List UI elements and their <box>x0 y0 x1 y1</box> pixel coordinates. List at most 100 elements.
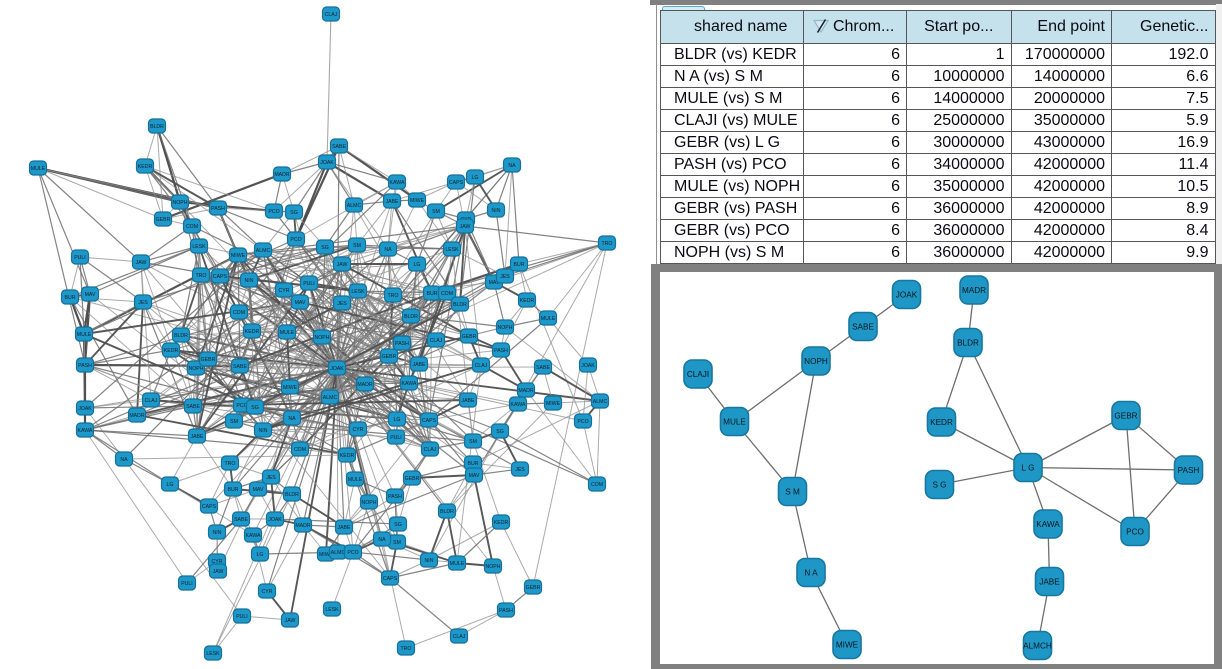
svg-text:MADR: MADR <box>518 388 534 394</box>
svg-text:MAV: MAV <box>85 292 96 298</box>
svg-text:MAV: MAV <box>489 280 500 286</box>
svg-text:KAWA: KAWA <box>390 180 405 186</box>
svg-text:MULE: MULE <box>31 166 46 172</box>
svg-text:MAV: MAV <box>469 473 480 479</box>
svg-text:SABE: SABE <box>852 323 874 332</box>
svg-text:JABE: JABE <box>413 362 427 368</box>
svg-text:JOAK: JOAK <box>896 291 918 300</box>
svg-text:KAWA: KAWA <box>246 533 261 539</box>
svg-text:MAV: MAV <box>295 300 306 306</box>
svg-text:CLAJ: CLAJ <box>430 338 443 344</box>
svg-text:NIN: NIN <box>259 428 268 434</box>
svg-text:PULI: PULI <box>181 581 193 587</box>
svg-text:CYR: CYR <box>212 559 223 565</box>
svg-text:SABE: SABE <box>233 364 247 370</box>
svg-text:MIWE: MIWE <box>231 253 246 259</box>
svg-text:CAPS: CAPS <box>213 274 228 280</box>
svg-text:MIWE: MIWE <box>546 401 561 407</box>
svg-text:GEBR: GEBR <box>156 217 171 223</box>
svg-text:JABE: JABE <box>338 525 352 531</box>
svg-text:BUR: BUR <box>65 295 76 301</box>
svg-text:NOPH: NOPH <box>498 325 513 331</box>
svg-text:COM: COM <box>186 224 198 230</box>
svg-text:NOPH: NOPH <box>189 366 204 372</box>
svg-text:JABE: JABE <box>386 199 400 205</box>
svg-text:MIWE: MIWE <box>410 198 425 204</box>
svg-text:KEDR: KEDR <box>138 164 153 170</box>
svg-text:S M: S M <box>785 488 800 497</box>
svg-text:CLAJ: CLAJ <box>145 398 158 404</box>
svg-text:KAWA: KAWA <box>402 381 417 387</box>
svg-text:NA: NA <box>384 247 392 253</box>
svg-text:NA: NA <box>120 457 128 463</box>
svg-text:TRO: TRO <box>225 461 236 467</box>
svg-text:CYR: CYR <box>353 427 364 433</box>
svg-text:JES: JES <box>515 467 525 473</box>
svg-text:KEDR: KEDR <box>930 418 953 427</box>
svg-text:JOAK: JOAK <box>320 160 334 166</box>
svg-text:LG: LG <box>167 482 174 488</box>
svg-text:BLDR: BLDR <box>453 302 467 308</box>
svg-text:BLDR: BLDR <box>957 339 979 348</box>
svg-text:MIWE: MIWE <box>836 641 859 650</box>
svg-text:LESK: LESK <box>325 607 339 613</box>
svg-text:NOPH: NOPH <box>362 500 377 506</box>
svg-text:KAWA: KAWA <box>78 428 93 434</box>
svg-text:CLAJI: CLAJI <box>687 370 709 379</box>
svg-text:ALMC: ALMC <box>347 203 362 209</box>
svg-text:MULE: MULE <box>723 418 746 427</box>
svg-text:BLDR: BLDR <box>285 492 299 498</box>
svg-text:N A: N A <box>804 569 818 578</box>
svg-text:NOPH: NOPH <box>486 564 501 570</box>
svg-text:COM: COM <box>441 291 453 297</box>
svg-text:MADR: MADR <box>357 382 373 388</box>
svg-text:KEDR: KEDR <box>520 298 535 304</box>
svg-text:PCO: PCO <box>1126 528 1144 537</box>
svg-text:ALMC: ALMC <box>331 550 346 556</box>
svg-text:JES: JES <box>337 301 347 307</box>
svg-text:GEBR: GEBR <box>382 354 397 360</box>
svg-text:CAPS: CAPS <box>202 504 217 510</box>
svg-text:COM: COM <box>233 310 245 316</box>
svg-text:NA: NA <box>508 163 516 169</box>
svg-text:PCO: PCO <box>236 403 247 409</box>
svg-text:KEDR: KEDR <box>340 453 355 459</box>
svg-text:NA: NA <box>288 416 296 422</box>
svg-text:CLAJ: CLAJ <box>325 12 338 18</box>
svg-text:ALMC: ALMC <box>323 395 338 401</box>
svg-text:LESK: LESK <box>206 651 220 657</box>
svg-text:SM: SM <box>393 540 401 546</box>
svg-text:PCO: PCO <box>347 550 358 556</box>
svg-text:PCO: PCO <box>577 419 588 425</box>
svg-text:SG: SG <box>290 210 298 216</box>
svg-text:MAV: MAV <box>253 487 264 493</box>
svg-text:CLAJ: CLAJ <box>475 363 488 369</box>
svg-text:BUR: BUR <box>427 291 438 297</box>
svg-text:SM: SM <box>469 439 477 445</box>
svg-text:JABE: JABE <box>1039 578 1060 587</box>
svg-text:CAPS: CAPS <box>422 418 437 424</box>
svg-text:PULI: PULI <box>74 255 86 261</box>
svg-text:JAW: JAW <box>337 262 348 268</box>
svg-text:LESK: LESK <box>192 244 206 250</box>
svg-text:S G: S G <box>932 481 946 490</box>
svg-text:JAW: JAW <box>213 569 224 575</box>
svg-text:JOAK: JOAK <box>78 406 92 412</box>
svg-text:PCO: PCO <box>290 237 301 243</box>
svg-text:ALMC: ALMC <box>256 248 271 254</box>
svg-text:JAW: JAW <box>285 618 296 624</box>
svg-text:PASH: PASH <box>1178 466 1200 475</box>
svg-text:JOAK: JOAK <box>581 363 595 369</box>
svg-text:MIWE: MIWE <box>319 552 334 558</box>
svg-text:MADR: MADR <box>962 286 986 295</box>
svg-text:MULE: MULE <box>348 477 363 483</box>
svg-text:NOPH: NOPH <box>804 357 828 366</box>
svg-text:SG: SG <box>394 522 402 528</box>
svg-text:GEBR: GEBR <box>1114 412 1137 421</box>
svg-text:JOAK: JOAK <box>268 517 282 523</box>
svg-text:PASH: PASH <box>395 341 409 347</box>
svg-text:CAPS: CAPS <box>449 180 464 186</box>
svg-text:PCO: PCO <box>268 209 279 215</box>
svg-text:BLDR: BLDR <box>404 314 418 320</box>
svg-text:BUR: BUR <box>514 262 525 268</box>
